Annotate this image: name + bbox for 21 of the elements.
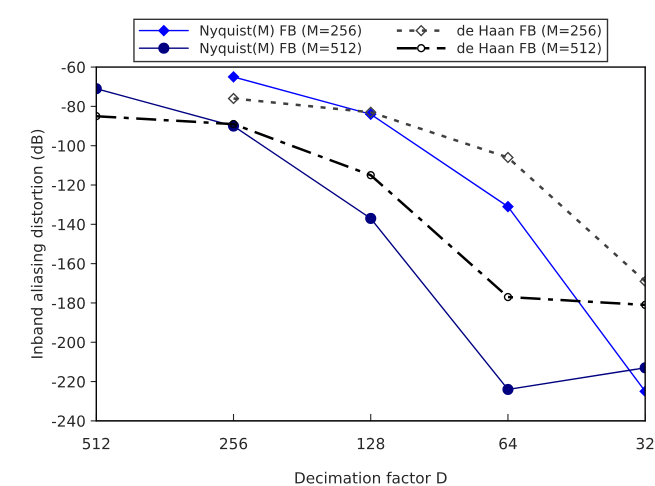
y-tick-label: -220 — [52, 376, 85, 388]
legend-label: Nyquist(M) FB (M=512) — [200, 42, 361, 56]
y-tick-label: -180 — [52, 297, 85, 309]
x-tick-label: 512 — [82, 438, 110, 450]
y-tick-label: -140 — [52, 218, 85, 230]
y-tick-label: -240 — [52, 415, 85, 427]
y-tick-label: -60 — [62, 62, 85, 74]
x-axis-title: Decimation factor D — [295, 472, 447, 484]
x-tick-label: 128 — [358, 438, 384, 450]
y-tick-label: -160 — [52, 258, 85, 270]
y-tick-label: -100 — [52, 140, 85, 152]
x-tick-label: 64 — [499, 438, 517, 450]
legend-label: de Haan FB (M=256) — [457, 24, 601, 38]
y-axis-title: Inband aliasing distortion (dB) — [30, 130, 46, 358]
legend-label: Nyquist(M) FB (M=256) — [200, 24, 361, 38]
legend-label: de Haan FB (M=512) — [457, 42, 601, 55]
x-tick-label: 32 — [636, 438, 654, 450]
x-tick-label: 256 — [220, 438, 248, 450]
y-tick-label: -200 — [52, 336, 85, 348]
y-tick-label: -80 — [62, 100, 85, 112]
y-tick-label: -120 — [52, 179, 85, 192]
